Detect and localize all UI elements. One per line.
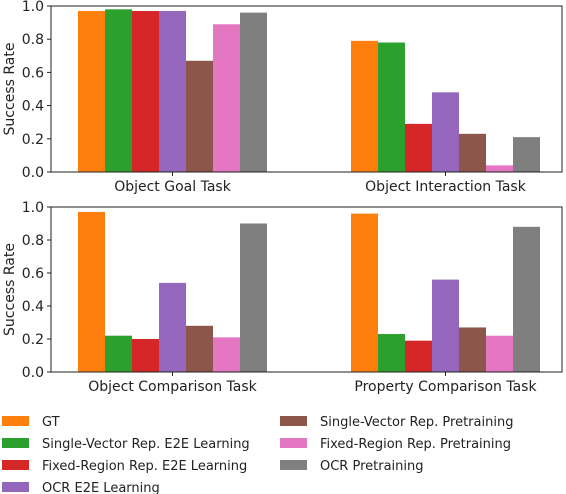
x-category-label-object-goal-task: Object Goal Task	[114, 179, 231, 195]
legend-swatch-7	[280, 460, 307, 470]
bar-p1-object-goal-task-s7	[240, 12, 267, 173]
bar-p1-object-interaction-task-s1	[351, 40, 378, 172]
bar-p2-property-comparison-task-s6	[486, 335, 513, 372]
bar-p2-object-comparison-task-s4	[159, 282, 186, 372]
y-tick-label-p1-0: 0.0	[22, 165, 44, 181]
legend-label-6: Fixed-Region Rep. Pretraining	[320, 437, 511, 452]
y-tick-label-p2-3: 0.6	[22, 266, 44, 282]
bar-p1-object-goal-task-s4	[159, 10, 186, 173]
y-tick-label-p2-2: 0.4	[22, 299, 44, 315]
plot-frame-2	[50, 206, 563, 373]
legend-label-1: GT	[42, 415, 60, 430]
y-tick-label-p2-5: 1.0	[22, 200, 44, 216]
y-tick-label-p1-3: 0.6	[22, 65, 44, 81]
bar-p1-object-goal-task-s6	[213, 24, 240, 173]
bar-p2-property-comparison-task-s3	[405, 340, 432, 372]
x-category-label-property-comparison-task: Property Comparison Task	[354, 379, 537, 395]
y-tick-label-p2-4: 0.8	[22, 233, 44, 249]
y-axis-label-p1: Success Rate	[2, 43, 18, 136]
bar-p2-property-comparison-task-s4	[432, 279, 459, 372]
y-axis-label-p2: Success Rate	[2, 243, 18, 336]
y-tick-label-p1-2: 0.4	[22, 99, 44, 115]
legend-swatch-5	[280, 416, 307, 426]
bar-p1-object-goal-task-s5	[186, 60, 213, 172]
bar-p1-object-goal-task-s1	[78, 10, 105, 173]
x-category-label-object-comparison-task: Object Comparison Task	[88, 379, 257, 395]
x-category-label-object-interaction-task: Object Interaction Task	[365, 179, 527, 195]
y-tick-label-p2-1: 0.2	[22, 332, 44, 348]
legend-swatch-6	[280, 438, 307, 448]
bar-p1-object-interaction-task-s5	[459, 133, 486, 172]
bar-p1-object-interaction-task-s3	[405, 123, 432, 172]
legend-swatch-2	[2, 438, 29, 448]
bar-p1-object-interaction-task-s4	[432, 92, 459, 172]
legend-swatch-1	[2, 416, 29, 426]
bar-p2-property-comparison-task-s1	[351, 213, 378, 372]
bar-p2-property-comparison-task-s2	[378, 334, 405, 372]
plot-frame-1	[50, 5, 563, 173]
bar-p2-object-comparison-task-s3	[132, 339, 159, 372]
bar-p2-object-comparison-task-s6	[213, 337, 240, 372]
bar-p2-object-comparison-task-s1	[78, 211, 105, 372]
bar-p1-object-interaction-task-s2	[378, 42, 405, 172]
legend-swatch-3	[2, 460, 29, 470]
legend-label-4: OCR E2E Learning	[42, 481, 160, 494]
bar-p1-object-goal-task-s3	[132, 10, 159, 173]
y-tick-label-p1-4: 0.8	[22, 32, 44, 48]
legend-label-3: Fixed-Region Rep. E2E Learning	[42, 459, 247, 474]
bar-p2-object-comparison-task-s5	[186, 325, 213, 372]
bar-p1-object-interaction-task-s6	[486, 165, 513, 172]
bar-p1-object-goal-task-s2	[105, 9, 132, 172]
y-tick-label-p1-1: 0.2	[22, 132, 44, 148]
bar-p1-object-interaction-task-s7	[513, 137, 540, 172]
y-tick-label-p1-5: 1.0	[22, 0, 44, 15]
y-tick-label-p2-0: 0.0	[22, 365, 44, 381]
bar-p2-object-comparison-task-s2	[105, 335, 132, 372]
bar-p2-object-comparison-task-s7	[240, 223, 267, 372]
bar-p2-property-comparison-task-s5	[459, 327, 486, 372]
legend-swatch-4	[2, 482, 29, 492]
legend-label-7: OCR Pretraining	[320, 459, 424, 474]
legend-label-5: Single-Vector Rep. Pretraining	[320, 415, 513, 430]
bar-p2-property-comparison-task-s7	[513, 226, 540, 372]
legend-label-2: Single-Vector Rep. E2E Learning	[42, 437, 250, 452]
